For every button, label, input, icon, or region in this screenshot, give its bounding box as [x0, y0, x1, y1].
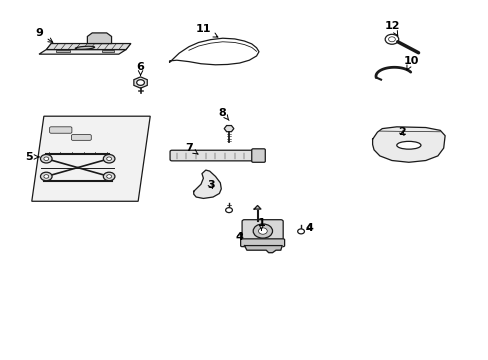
Polygon shape	[224, 126, 233, 132]
Text: 5: 5	[25, 152, 39, 162]
Text: 2: 2	[397, 127, 405, 137]
Ellipse shape	[396, 141, 420, 149]
Circle shape	[41, 172, 52, 181]
Circle shape	[225, 208, 232, 213]
Polygon shape	[39, 50, 126, 54]
FancyBboxPatch shape	[251, 149, 265, 162]
Circle shape	[44, 175, 49, 178]
Text: 1: 1	[257, 217, 265, 230]
Circle shape	[106, 175, 111, 178]
Circle shape	[103, 172, 115, 181]
Circle shape	[44, 157, 49, 161]
Polygon shape	[32, 116, 150, 201]
Circle shape	[388, 37, 394, 42]
Text: 8: 8	[219, 108, 228, 121]
Ellipse shape	[75, 46, 94, 49]
FancyBboxPatch shape	[240, 239, 284, 247]
Polygon shape	[87, 33, 111, 44]
Text: 12: 12	[384, 21, 399, 36]
Text: 10: 10	[403, 56, 418, 70]
Circle shape	[41, 154, 52, 163]
Polygon shape	[254, 206, 261, 209]
Polygon shape	[169, 38, 259, 65]
Circle shape	[258, 228, 266, 234]
Text: 4: 4	[305, 223, 313, 233]
FancyBboxPatch shape	[50, 127, 72, 133]
Circle shape	[103, 154, 115, 163]
Circle shape	[106, 157, 111, 161]
Circle shape	[253, 224, 272, 238]
Polygon shape	[372, 127, 444, 162]
Circle shape	[137, 80, 144, 85]
Text: 11: 11	[195, 24, 218, 37]
Text: 9: 9	[35, 28, 53, 42]
FancyBboxPatch shape	[170, 150, 258, 161]
Polygon shape	[46, 44, 131, 50]
Polygon shape	[244, 246, 282, 253]
FancyBboxPatch shape	[71, 135, 91, 140]
Text: 3: 3	[206, 180, 214, 190]
FancyBboxPatch shape	[242, 220, 283, 243]
Text: 7: 7	[184, 143, 198, 154]
Polygon shape	[193, 170, 221, 198]
Text: 4: 4	[235, 232, 243, 242]
Polygon shape	[134, 77, 147, 88]
Bar	[102, 50, 114, 53]
Bar	[56, 50, 70, 53]
Circle shape	[297, 229, 304, 234]
Text: 6: 6	[136, 62, 144, 75]
Circle shape	[385, 34, 398, 44]
